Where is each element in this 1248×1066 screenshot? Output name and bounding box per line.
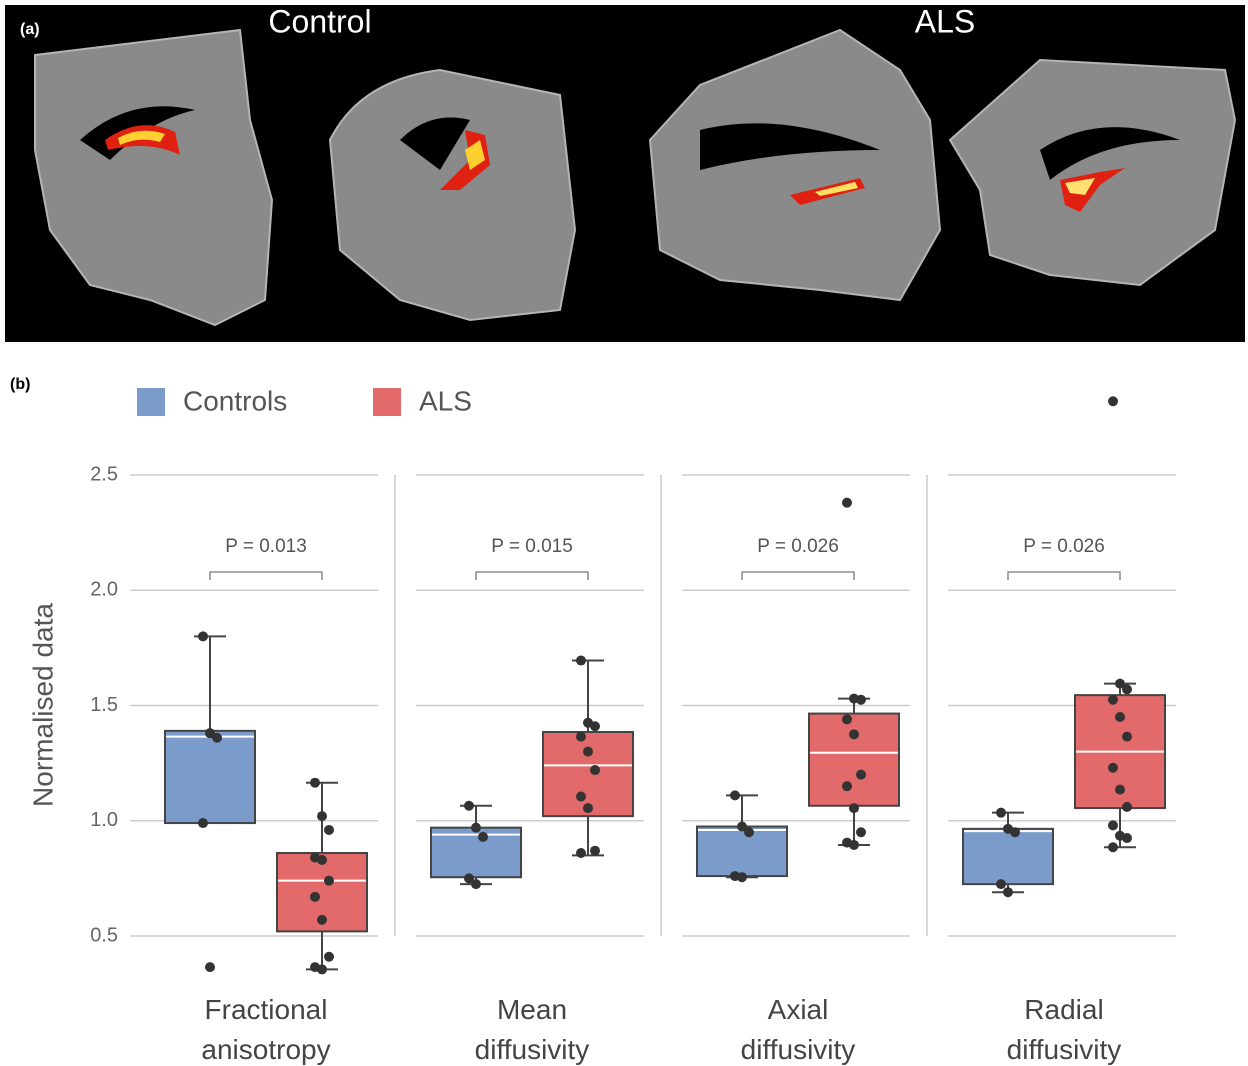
- legend-label: Controls: [183, 385, 287, 416]
- y-tick-label: 2.0: [90, 579, 118, 601]
- y-axis-label: Normalised data: [27, 603, 58, 807]
- y-tick-label: 1.0: [90, 809, 118, 831]
- data-point: [324, 876, 334, 886]
- data-point: [310, 892, 320, 902]
- x-tick-label: Mean diffusivity: [447, 990, 617, 1066]
- data-point: [996, 879, 1006, 889]
- data-point: [849, 840, 859, 850]
- box: [165, 731, 255, 823]
- data-point: [317, 915, 327, 925]
- data-point: [464, 801, 474, 811]
- data-point: [205, 962, 215, 972]
- data-point: [198, 818, 208, 828]
- data-point: [324, 952, 334, 962]
- y-tick-label: 1.5: [90, 694, 118, 716]
- data-point: [842, 714, 852, 724]
- p-value: P = 0.026: [757, 536, 839, 557]
- data-point: [842, 781, 852, 791]
- data-point: [576, 656, 586, 666]
- significance-bracket: [210, 572, 322, 580]
- data-point: [1010, 827, 1020, 837]
- panel-label: (a): [20, 21, 40, 38]
- data-point: [1122, 732, 1132, 742]
- x-tick-label: Fractional anisotropy: [181, 990, 351, 1066]
- image-title: ALS: [915, 3, 975, 39]
- x-tick-label: Radial diffusivity: [979, 990, 1149, 1066]
- significance-bracket: [1008, 572, 1120, 580]
- data-point: [1108, 695, 1118, 705]
- data-point: [576, 848, 586, 858]
- figure: (a) Control ALS (b) Normalised data Cont…: [0, 0, 1248, 1066]
- data-point: [212, 733, 222, 743]
- data-point: [471, 879, 481, 889]
- data-point: [1108, 820, 1118, 830]
- data-point: [1122, 833, 1132, 843]
- data-point: [1003, 887, 1013, 897]
- data-point: [1122, 684, 1132, 694]
- data-point: [1115, 785, 1125, 795]
- chart: (a) Control ALS (b) Normalised data Cont…: [0, 0, 1248, 1066]
- data-point: [1115, 712, 1125, 722]
- p-value: P = 0.013: [225, 536, 307, 557]
- data-point: [737, 872, 747, 882]
- legend-label: ALS: [419, 385, 472, 416]
- data-point: [849, 803, 859, 813]
- data-point: [317, 855, 327, 865]
- x-tick-label: Axial diffusivity: [713, 990, 883, 1066]
- data-point: [744, 827, 754, 837]
- legend-swatch: [137, 388, 165, 416]
- data-point: [1108, 763, 1118, 773]
- data-point: [583, 803, 593, 813]
- data-point: [1122, 802, 1132, 812]
- box: [809, 714, 899, 806]
- data-point: [842, 498, 852, 508]
- data-point: [471, 823, 481, 833]
- data-point: [590, 721, 600, 731]
- image-title: Control: [268, 3, 371, 39]
- data-point: [198, 631, 208, 641]
- data-point: [478, 832, 488, 842]
- data-point: [590, 765, 600, 775]
- data-point: [856, 827, 866, 837]
- data-point: [317, 964, 327, 974]
- data-point: [576, 732, 586, 742]
- box: [697, 827, 787, 877]
- data-point: [1108, 842, 1118, 852]
- y-tick-label: 2.5: [90, 463, 118, 485]
- y-tick-label: 0.5: [90, 924, 118, 946]
- data-point: [590, 846, 600, 856]
- significance-bracket: [476, 572, 588, 580]
- panel-label: (b): [10, 376, 30, 393]
- p-value: P = 0.015: [491, 536, 573, 557]
- data-point: [856, 695, 866, 705]
- significance-bracket: [742, 572, 854, 580]
- data-point: [317, 811, 327, 821]
- data-point: [324, 825, 334, 835]
- p-value: P = 0.026: [1023, 536, 1105, 557]
- data-point: [730, 790, 740, 800]
- data-point: [996, 808, 1006, 818]
- data-point: [1108, 396, 1118, 406]
- box: [963, 829, 1053, 884]
- data-point: [856, 770, 866, 780]
- legend-swatch: [373, 388, 401, 416]
- data-point: [576, 792, 586, 802]
- data-point: [849, 729, 859, 739]
- data-point: [310, 778, 320, 788]
- data-point: [583, 747, 593, 757]
